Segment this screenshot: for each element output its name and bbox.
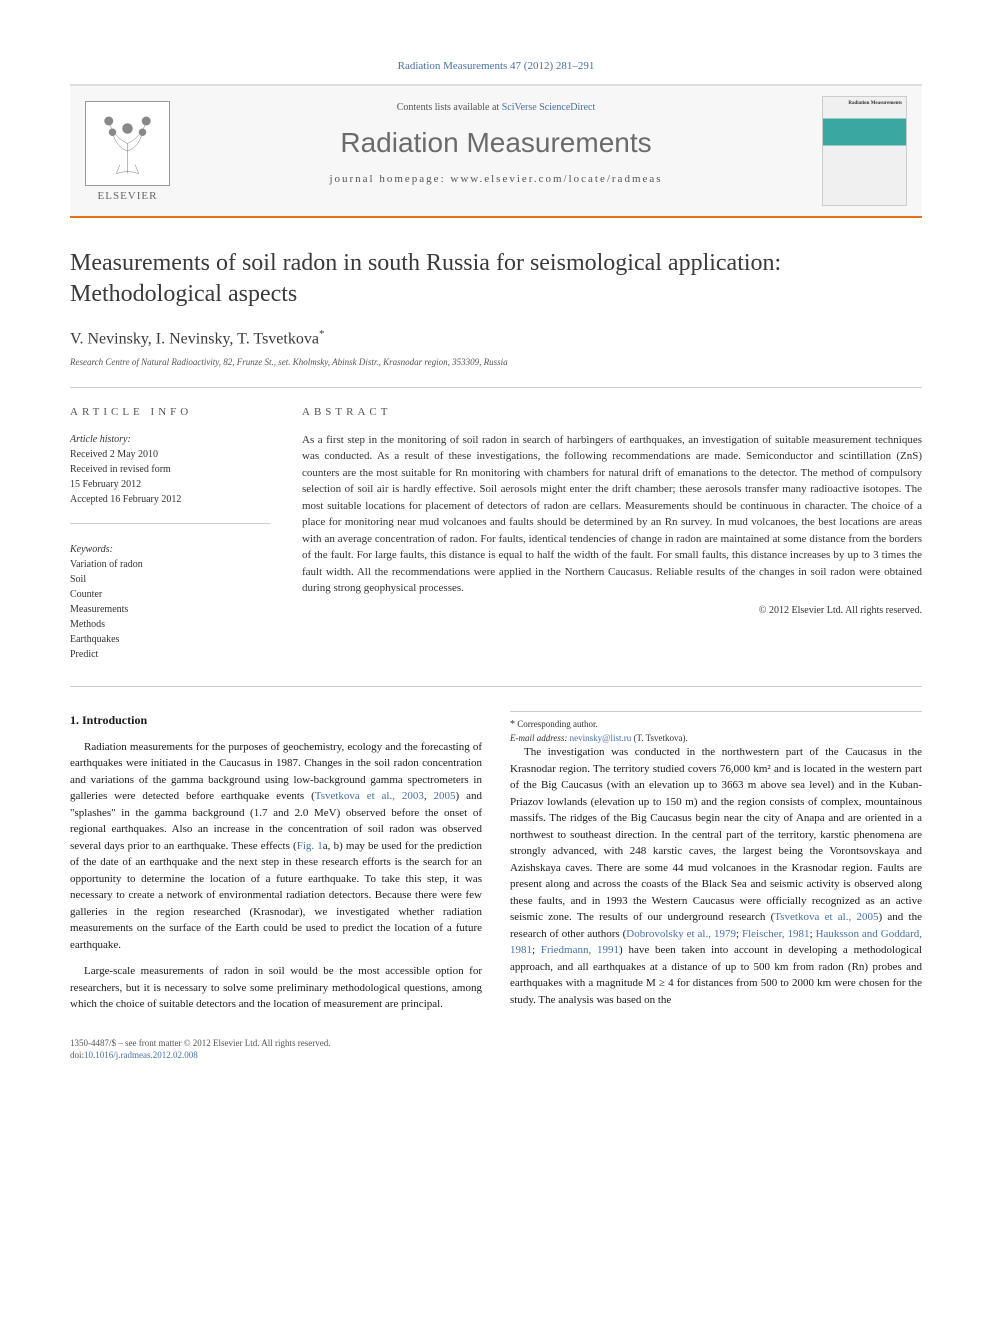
keyword: Methods <box>70 617 270 632</box>
elsevier-tree-icon <box>85 101 170 186</box>
citation-link[interactable]: 2005 <box>434 790 456 802</box>
citation-link[interactable]: Tsvetkova et al., 2003 <box>315 790 424 802</box>
journal-header-band: ELSEVIER Contents lists available at Sci… <box>70 84 922 218</box>
keywords-label: Keywords: <box>70 542 270 557</box>
keyword: Predict <box>70 647 270 662</box>
figure-link[interactable]: Fig. 1 <box>297 840 323 852</box>
abstract-text: As a first step in the monitoring of soi… <box>302 432 922 597</box>
email-label: E-mail address: <box>510 733 567 743</box>
corresponding-mark: * <box>319 328 325 340</box>
corresponding-label: Corresponding author. <box>517 719 598 729</box>
body-paragraph: The investigation was conducted in the n… <box>510 744 922 1008</box>
contents-prefix: Contents lists available at <box>397 102 502 113</box>
sciencedirect-link[interactable]: SciVerse ScienceDirect <box>502 102 596 113</box>
email-footnote: E-mail address: nevinsky@list.ru (T. Tsv… <box>510 732 922 745</box>
body-paragraph: Radiation measurements for the purposes … <box>70 739 482 954</box>
citation-link[interactable]: Fleischer, 1981 <box>742 928 810 940</box>
section-heading: 1. Introduction <box>70 711 482 729</box>
doi-prefix: doi: <box>70 1050 84 1060</box>
article-history: Article history: Received 2 May 2010 Rec… <box>70 432 270 507</box>
authors-line: V. Nevinsky, I. Nevinsky, T. Tsvetkova* <box>70 328 922 348</box>
homepage-url[interactable]: www.elsevier.com/locate/radmeas <box>450 173 662 185</box>
abstract-col: ABSTRACT As a first step in the monitori… <box>302 406 922 662</box>
top-reference-link[interactable]: Radiation Measurements 47 (2012) 281–291 <box>398 60 595 72</box>
keyword: Soil <box>70 572 270 587</box>
footnote-block: * Corresponding author. E-mail address: … <box>510 711 922 745</box>
keyword: Measurements <box>70 602 270 617</box>
abstract-copyright: © 2012 Elsevier Ltd. All rights reserved… <box>302 605 922 616</box>
text-run: ; <box>532 944 541 956</box>
history-line: 15 February 2012 <box>70 477 270 492</box>
footnote-star-icon: * <box>510 719 515 730</box>
text-run: a, b) may be used for the prediction of … <box>70 840 482 951</box>
citation-link[interactable]: Friedmann, 1991 <box>541 944 619 956</box>
corresponding-footnote: * Corresponding author. <box>510 718 922 732</box>
article-info-label: ARTICLE INFO <box>70 406 270 418</box>
divider <box>70 686 922 687</box>
keywords-block: Keywords: Variation of radon Soil Counte… <box>70 542 270 662</box>
publisher-logo-block: ELSEVIER <box>70 86 185 216</box>
article-title: Measurements of soil radon in south Russ… <box>70 248 922 310</box>
body-paragraph: Large-scale measurements of radon in soi… <box>70 963 482 1013</box>
abstract-label: ABSTRACT <box>302 406 922 418</box>
citation-link[interactable]: Tsvetkova et al., 2005 <box>774 911 878 923</box>
history-label: Article history: <box>70 432 270 447</box>
doi-line: doi:10.1016/j.radmeas.2012.02.008 <box>70 1049 922 1062</box>
journal-cover-block: Radiation Measurements <box>807 86 922 216</box>
divider <box>70 523 270 524</box>
contents-line: Contents lists available at SciVerse Sci… <box>195 102 797 113</box>
homepage-label: journal homepage: <box>329 173 450 185</box>
divider <box>70 387 922 388</box>
citation-link[interactable]: Dobrovolsky et al., 1979 <box>626 928 736 940</box>
email-link[interactable]: nevinsky@list.ru <box>570 733 632 743</box>
history-line: Received in revised form <box>70 462 270 477</box>
publisher-name: ELSEVIER <box>98 190 158 202</box>
page-footer: 1350-4487/$ – see front matter © 2012 El… <box>70 1037 922 1062</box>
text-run: , <box>424 790 434 802</box>
cover-title-text: Radiation Measurements <box>848 101 902 106</box>
authors-names: V. Nevinsky, I. Nevinsky, T. Tsvetkova <box>70 331 319 348</box>
keyword: Counter <box>70 587 270 602</box>
keyword: Variation of radon <box>70 557 270 572</box>
journal-cover-icon: Radiation Measurements <box>822 96 907 206</box>
keyword: Earthquakes <box>70 632 270 647</box>
history-line: Received 2 May 2010 <box>70 447 270 462</box>
affiliation: Research Centre of Natural Radioactivity… <box>70 357 922 367</box>
top-reference: Radiation Measurements 47 (2012) 281–291 <box>70 60 922 72</box>
journal-name: Radiation Measurements <box>195 127 797 159</box>
header-center: Contents lists available at SciVerse Sci… <box>185 86 807 216</box>
body-two-column: 1. Introduction Radiation measurements f… <box>70 711 922 1025</box>
email-suffix: (T. Tsvetkova). <box>633 733 687 743</box>
info-abstract-row: ARTICLE INFO Article history: Received 2… <box>70 406 922 662</box>
doi-link[interactable]: 10.1016/j.radmeas.2012.02.008 <box>84 1050 198 1060</box>
homepage-line: journal homepage: www.elsevier.com/locat… <box>195 173 797 185</box>
text-run: The investigation was conducted in the n… <box>510 746 922 923</box>
issn-line: 1350-4487/$ – see front matter © 2012 El… <box>70 1037 922 1050</box>
article-info-col: ARTICLE INFO Article history: Received 2… <box>70 406 270 662</box>
history-line: Accepted 16 February 2012 <box>70 492 270 507</box>
